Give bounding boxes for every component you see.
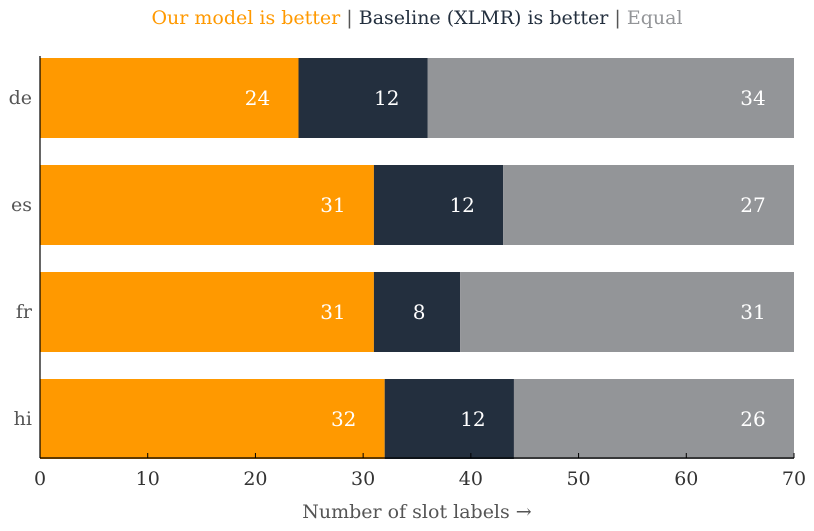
y-tick-label-de: de [9, 87, 32, 109]
bar-hi-series-2 [384, 379, 514, 459]
bar-fr-series-1 [40, 272, 374, 352]
legend-separator: | [608, 7, 626, 29]
legend-separator: | [340, 7, 358, 29]
x-tick-label: 50 [566, 468, 590, 490]
bar-de-series-2 [298, 58, 428, 138]
x-tick-label: 40 [459, 468, 483, 490]
y-tick-labels: de es fr hi [9, 87, 33, 430]
x-tick-label: 10 [136, 468, 160, 490]
x-tick-label: 60 [674, 468, 698, 490]
data-label-de-series-3: 34 [740, 86, 765, 110]
x-tick-label: 70 [782, 468, 806, 490]
x-tick-labels: 0 10 20 30 40 50 60 70 [34, 468, 806, 490]
bar-de-series-1 [40, 58, 299, 138]
bar-es-series-2 [373, 165, 504, 245]
y-tick-label-fr: fr [16, 301, 33, 323]
legend: Our model is better | Baseline (XLMR) is… [151, 7, 682, 29]
data-label-hi-series-2: 12 [460, 407, 485, 431]
data-label-de-series-2: 12 [374, 86, 399, 110]
legend-item-series-2: Baseline (XLMR) is better [359, 7, 610, 29]
legend-item-series-1: Our model is better [151, 7, 341, 29]
legend-item-series-3: Equal [627, 7, 683, 29]
y-tick-label-hi: hi [14, 408, 32, 430]
bar-es-series-3 [503, 165, 794, 245]
bar-es-series-1 [40, 165, 374, 245]
bar-hi-series-3 [513, 379, 794, 459]
data-label-fr-series-3: 31 [740, 300, 765, 324]
data-label-hi-series-1: 32 [331, 407, 356, 431]
data-label-es-series-2: 12 [449, 193, 474, 217]
bar-fr-series-2 [373, 272, 461, 352]
x-tick-label: 0 [34, 468, 46, 490]
x-tick-label: 20 [243, 468, 267, 490]
data-label-de-series-1: 24 [245, 86, 270, 110]
axes [39, 56, 795, 459]
bars [40, 58, 794, 459]
data-label-es-series-3: 27 [740, 193, 765, 217]
data-label-es-series-1: 31 [320, 193, 345, 217]
bar-de-series-3 [427, 58, 794, 138]
data-label-fr-series-1: 31 [320, 300, 345, 324]
x-axis-label: Number of slot labels → [302, 501, 532, 523]
legend-line: Our model is better | Baseline (XLMR) is… [151, 7, 682, 29]
data-label-hi-series-3: 26 [740, 407, 765, 431]
bar-hi-series-1 [40, 379, 385, 459]
data-labels: 24 12 34 31 12 27 31 8 31 32 12 26 [245, 86, 766, 431]
bar-fr-series-3 [460, 272, 794, 352]
data-label-fr-series-2: 8 [413, 300, 426, 324]
y-tick-label-es: es [11, 194, 32, 216]
x-tick-label: 30 [351, 468, 375, 490]
